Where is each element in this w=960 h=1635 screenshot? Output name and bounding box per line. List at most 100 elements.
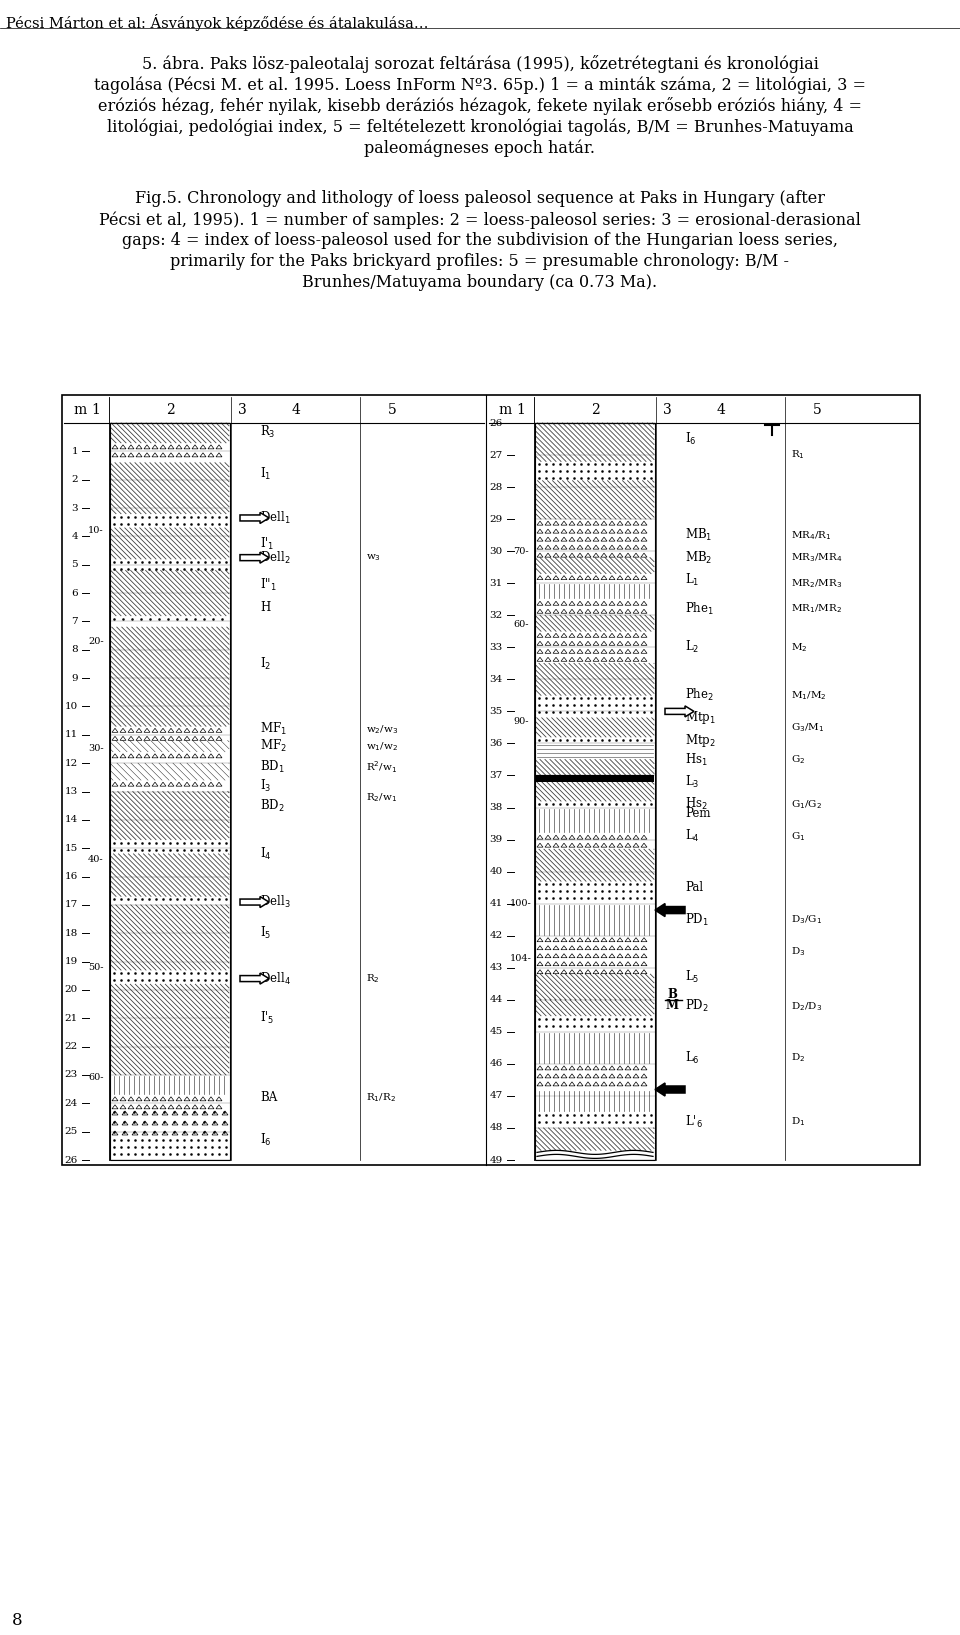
Text: 3: 3 [71,504,78,512]
Text: BD$_1$: BD$_1$ [260,759,285,775]
Text: 4: 4 [716,402,726,417]
Text: 50-: 50- [88,963,104,971]
Text: 27: 27 [490,451,503,459]
Text: 12: 12 [64,759,78,768]
Text: MR$_4$/R$_1$: MR$_4$/R$_1$ [791,528,832,541]
Text: eróziós hézag, fehér nyilak, kisebb deráziós hézagok, fekete nyilak erősebb eróz: eróziós hézag, fehér nyilak, kisebb derá… [98,96,862,114]
Text: MB$_2$: MB$_2$ [685,549,712,566]
Text: Fig.5. Chronology and lithology of loess paleosol sequence at Paks in Hungary (a: Fig.5. Chronology and lithology of loess… [135,190,825,208]
Text: 30: 30 [490,546,503,556]
Text: 38: 38 [490,803,503,813]
Text: m: m [498,402,512,417]
Text: 42: 42 [490,932,503,940]
Text: 2: 2 [590,402,599,417]
Text: D$_3$/G$_1$: D$_3$/G$_1$ [791,914,822,925]
Text: I$_2$: I$_2$ [260,656,272,672]
Text: Pécsi et al, 1995). 1 = number of samples: 2 = loess-paleosol series: 3 = erosio: Pécsi et al, 1995). 1 = number of sample… [99,211,861,229]
Text: G$_1$/G$_2$: G$_1$/G$_2$ [791,798,822,811]
Text: 10: 10 [64,701,78,711]
Text: 20-: 20- [88,636,104,646]
Text: L$_3$: L$_3$ [685,773,700,790]
Text: MR$_2$/MR$_3$: MR$_2$/MR$_3$ [791,577,843,590]
Text: 49: 49 [490,1156,503,1164]
Text: BA: BA [260,1091,277,1104]
Text: L$_5$: L$_5$ [685,970,700,986]
Text: 39: 39 [490,835,503,844]
Text: D$_2$/D$_3$: D$_2$/D$_3$ [791,999,823,1012]
Text: I$_5$: I$_5$ [260,925,272,942]
Text: I'$_5$: I'$_5$ [260,1010,275,1027]
Text: 24: 24 [64,1099,78,1109]
Text: 60-: 60- [88,1073,104,1082]
Text: R$_3$: R$_3$ [260,423,276,440]
Text: R$_2$/w$_1$: R$_2$/w$_1$ [366,791,397,803]
Text: 1: 1 [71,446,78,456]
Text: m: m [73,402,86,417]
Text: Dell$_3$: Dell$_3$ [260,894,291,911]
Text: Hs$_1$: Hs$_1$ [685,752,708,767]
Text: I$_3$: I$_3$ [260,778,272,795]
Bar [110,423,230,1159]
Text: I$_1$: I$_1$ [260,466,272,482]
Text: 18: 18 [64,929,78,938]
FancyArrow shape [240,896,269,907]
Text: 9: 9 [71,674,78,683]
Text: 43: 43 [490,963,503,973]
Text: Mtp$_2$: Mtp$_2$ [685,732,716,749]
Text: 2: 2 [166,402,175,417]
Text: L$_2$: L$_2$ [685,639,700,656]
Text: 26: 26 [490,419,503,427]
Text: 16: 16 [64,871,78,881]
Text: M$_1$/M$_2$: M$_1$/M$_2$ [791,688,827,701]
Text: primarily for the Paks brickyard profiles: 5 = presumable chronology: B/M -: primarily for the Paks brickyard profile… [171,253,789,270]
Text: Dell$_2$: Dell$_2$ [260,549,291,566]
Text: G$_1$: G$_1$ [791,831,805,842]
Text: 8: 8 [12,1612,23,1628]
Text: 41: 41 [490,899,503,907]
Text: 104-: 104- [510,953,532,963]
Text: 19: 19 [64,956,78,966]
Text: 44: 44 [490,996,503,1004]
Text: w$_3$: w$_3$ [366,553,381,562]
Text: 45: 45 [490,1027,503,1037]
Text: paleomágneses epoch határ.: paleomágneses epoch határ. [365,139,595,157]
Text: 40: 40 [490,867,503,876]
Text: Pal: Pal [685,881,703,894]
Text: MR$_1$/MR$_2$: MR$_1$/MR$_2$ [791,602,842,615]
Text: MF$_1$: MF$_1$ [260,721,287,737]
Text: 70-: 70- [514,546,529,556]
Text: Pécsi Márton et al: Ásványok képződése és átalakulása…: Pécsi Márton et al: Ásványok képződése é… [6,15,428,31]
Text: H: H [260,600,271,613]
Text: 90-: 90- [514,716,529,726]
Text: PD$_2$: PD$_2$ [685,997,708,1014]
Text: 35: 35 [490,706,503,716]
Text: R$_2$: R$_2$ [366,973,380,984]
Text: 5: 5 [388,402,396,417]
Text: B: B [667,988,677,1001]
Text: 32: 32 [490,611,503,620]
Text: 14: 14 [64,816,78,824]
Text: 4: 4 [71,531,78,541]
Text: BD$_2$: BD$_2$ [260,798,284,814]
Text: 4: 4 [292,402,300,417]
Text: I$_4$: I$_4$ [260,845,272,862]
Text: 22: 22 [64,1041,78,1051]
Text: MF$_2$: MF$_2$ [260,737,287,754]
Text: 3: 3 [238,402,247,417]
Text: R$^2$/w$_1$: R$^2$/w$_1$ [366,760,397,775]
Text: G$_2$: G$_2$ [791,754,805,765]
Text: Phe$_2$: Phe$_2$ [685,687,714,703]
Text: I"$_1$: I"$_1$ [260,577,276,592]
FancyArrow shape [655,1082,685,1095]
Text: I$_6$: I$_6$ [260,1131,272,1148]
Text: D$_1$: D$_1$ [791,1115,805,1128]
Text: 46: 46 [490,1059,503,1068]
Text: 17: 17 [64,901,78,909]
Text: 30-: 30- [88,744,104,754]
FancyArrow shape [665,706,694,716]
Text: 1: 1 [516,402,525,417]
Text: 33: 33 [490,643,503,652]
Text: gaps: 4 = index of loess-paleosol used for the subdivision of the Hungarian loes: gaps: 4 = index of loess-paleosol used f… [122,232,838,249]
Text: M: M [665,999,679,1012]
Text: L'$_6$: L'$_6$ [685,1113,703,1130]
